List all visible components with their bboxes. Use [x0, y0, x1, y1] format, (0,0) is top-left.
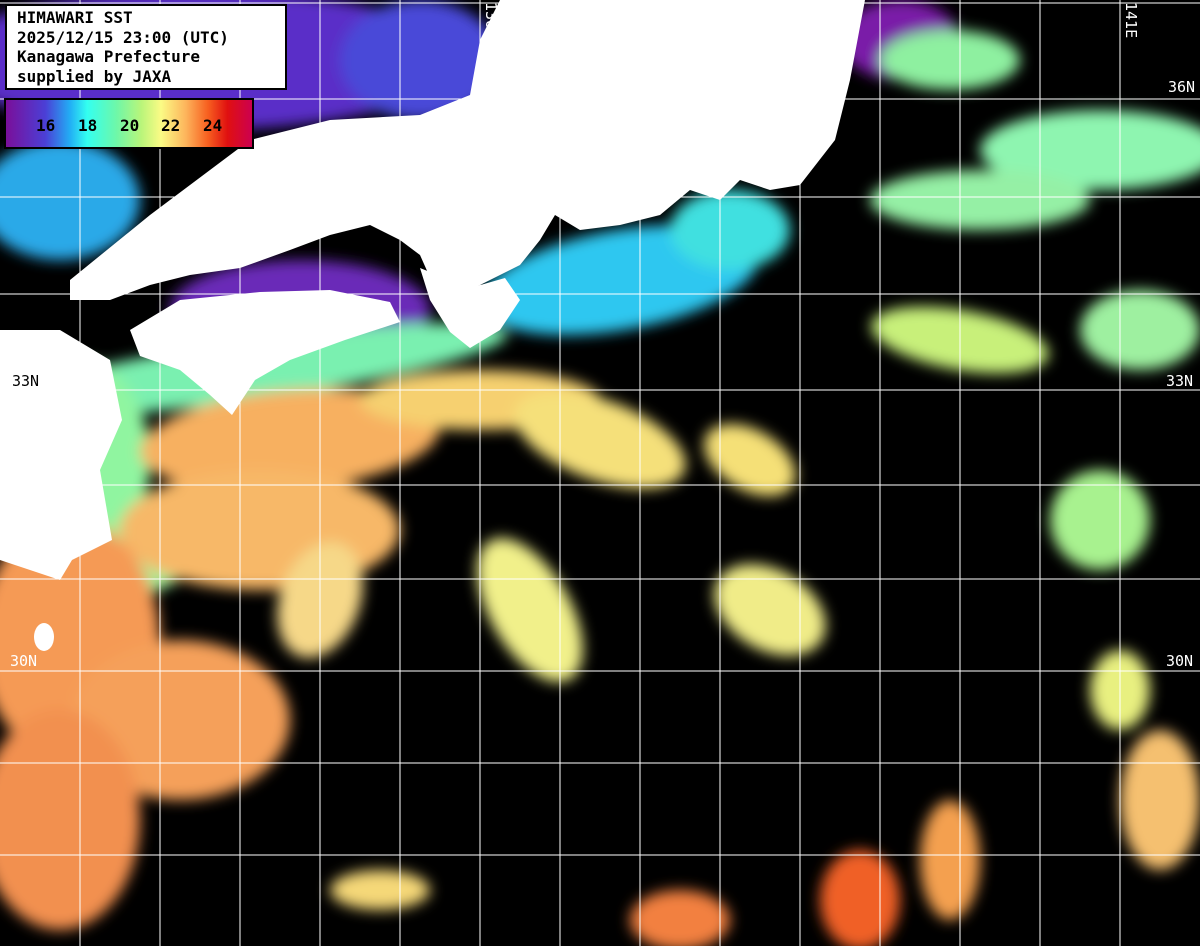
- colorbar-tick-16: 16: [36, 116, 56, 135]
- sst-patch: [1050, 470, 1150, 570]
- sst-patch: [477, 537, 583, 683]
- lat-label-33n-left: 33N: [12, 372, 40, 390]
- sst-patch: [0, 710, 140, 930]
- sst-patch: [630, 890, 730, 946]
- colorbar-tick-22: 22: [161, 116, 181, 135]
- sst-patch: [714, 564, 826, 656]
- land-shikoku: [130, 290, 400, 415]
- land-honshu: [70, 0, 865, 300]
- color-scale-bar: 16 18 20 22 24: [4, 98, 254, 149]
- lon-label-141e: 141E: [1122, 2, 1140, 39]
- title-line-credit: supplied by JAXA: [17, 66, 172, 86]
- lat-label-33n-right: 33N: [1166, 372, 1194, 390]
- colorbar-tick-18: 18: [78, 116, 98, 135]
- sst-patch: [1120, 730, 1200, 870]
- title-line-region: Kanagawa Prefecture: [17, 47, 201, 66]
- lat-label-36n-right: 36N: [1168, 78, 1196, 96]
- sst-patch: [920, 800, 980, 920]
- sst-patch: [340, 0, 500, 120]
- sst-patch: [330, 870, 430, 910]
- lon-label-136e: 136E: [482, 2, 500, 39]
- land-kii: [420, 268, 520, 348]
- land-kyushu: [0, 330, 122, 580]
- sst-patch: [980, 110, 1200, 190]
- sst-patch: [670, 190, 790, 270]
- title-line-product: HIMAWARI SST: [17, 8, 133, 27]
- sst-patch: [1080, 290, 1200, 370]
- title-box: HIMAWARI SST 2025/12/15 23:00 (UTC) Kana…: [5, 4, 287, 90]
- sst-patch: [514, 391, 686, 489]
- sst-patch: [140, 388, 440, 492]
- colorbar-tick-24: 24: [203, 116, 223, 135]
- colorbar-tick-20: 20: [120, 116, 140, 135]
- land-island: [34, 623, 54, 651]
- lat-label-30n-right: 30N: [1166, 652, 1194, 670]
- title-line-datetime: 2025/12/15 23:00 (UTC): [17, 27, 229, 47]
- lat-label-30n-left: 30N: [10, 652, 38, 670]
- sst-patch: [0, 140, 140, 260]
- sst-patch: [870, 170, 1090, 230]
- sst-patch: [704, 423, 796, 497]
- land-mask: [0, 0, 865, 651]
- sst-patch: [880, 30, 1020, 90]
- sst-patch: [820, 850, 900, 946]
